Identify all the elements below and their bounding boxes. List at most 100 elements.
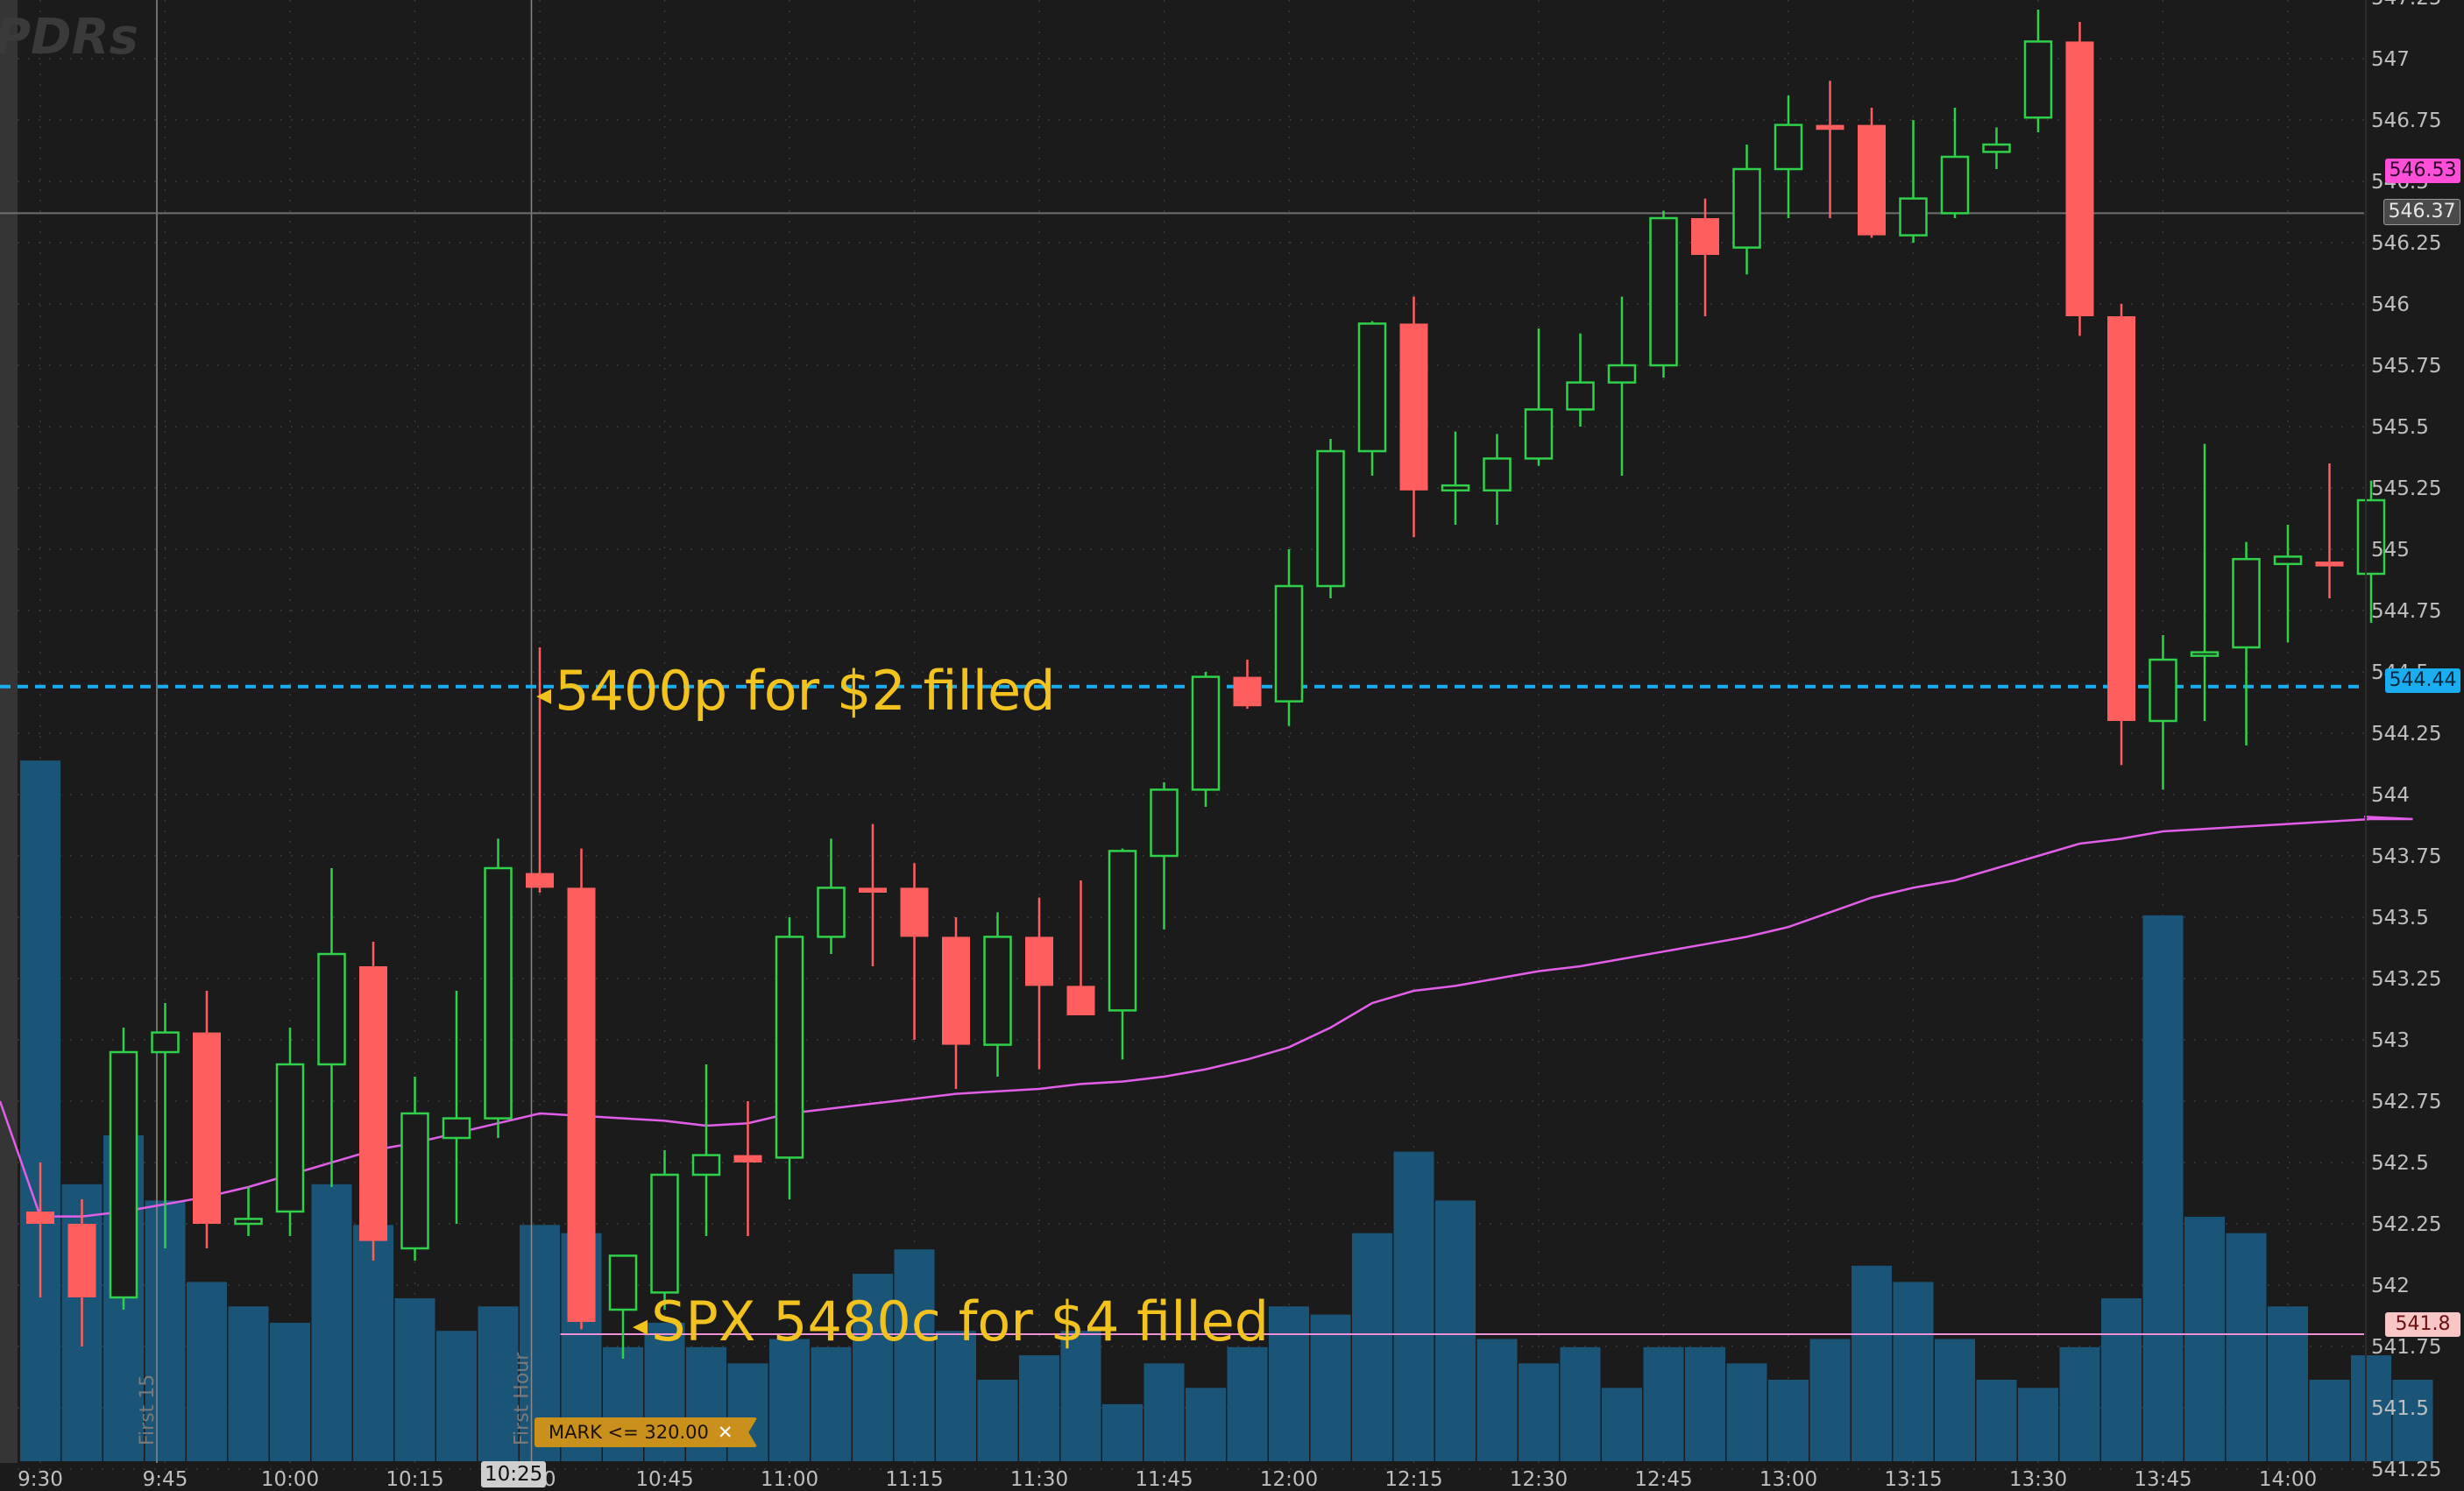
volume-bar [977, 1380, 1018, 1461]
candle-body-down [26, 1212, 54, 1224]
candle-body-down [1858, 124, 1886, 236]
time-tick-label: 13:00 [1759, 1468, 1817, 1491]
candle-body-down [1233, 676, 1262, 707]
put-fill-annotation: 5400p for $2 filled [536, 664, 1055, 718]
price-tick-label: 544.25 [2371, 723, 2441, 746]
volume-bar [1435, 1200, 1476, 1461]
volume-bar [1143, 1363, 1185, 1461]
time-tick-label: 13:30 [2009, 1468, 2067, 1491]
candle-body-down [1025, 936, 1053, 986]
vwap-price-tag: 546.53 [2385, 159, 2460, 183]
time-tick-label: 11:30 [1010, 1468, 1068, 1491]
candle-body-up [2232, 557, 2261, 649]
price-tick-label: 543.75 [2371, 845, 2441, 868]
level-price-tag: 544.44 [2385, 668, 2460, 693]
volume-bar [2268, 1306, 2308, 1461]
candle-body-up [1649, 216, 1678, 367]
candle-body-up [275, 1063, 305, 1213]
price-tick-label: 544 [2371, 784, 2410, 807]
candle-body-up [234, 1218, 263, 1226]
close-icon[interactable]: ✕ [717, 1422, 733, 1443]
candle-body-up [1316, 449, 1345, 588]
candle-body-down [567, 887, 596, 1322]
candle-body-up [1607, 364, 1637, 384]
volume-bar [1269, 1306, 1309, 1461]
volume-bar [1685, 1346, 1725, 1461]
candle-body-down [1816, 124, 1844, 131]
candle-body-up [484, 866, 513, 1120]
time-tick-label: 10:00 [261, 1468, 319, 1491]
price-tick-label: 541.25 [2371, 1459, 2441, 1481]
volume-bar [1602, 1388, 1642, 1461]
candle-body-up [1441, 484, 1470, 492]
candle-body-up [2190, 651, 2220, 657]
candle-body-up [1191, 675, 1221, 791]
volume-bar [1976, 1380, 2017, 1461]
volume-bar [1186, 1388, 1226, 1461]
volume-bar [1643, 1346, 1684, 1461]
time-tick-label: 11:15 [885, 1468, 943, 1491]
candle-body-up [1982, 143, 2011, 153]
volume-bar [187, 1282, 227, 1461]
time-tick-label: 11:00 [761, 1468, 818, 1491]
candle-body-up [1150, 788, 1179, 858]
volume-bar [1560, 1346, 1601, 1461]
candle-body-up [1732, 167, 1761, 249]
candle-body-up [2023, 40, 2053, 119]
volume-bar [2101, 1298, 2142, 1461]
volume-bar [1768, 1380, 1809, 1461]
volume-bar [2018, 1388, 2058, 1461]
price-tick-label: 542.75 [2371, 1091, 2441, 1113]
candle-body-up [1524, 408, 1554, 460]
time-tick-label: 9:30 [18, 1468, 63, 1491]
price-tick-label: 542 [2371, 1275, 2410, 1297]
volume-bar [1809, 1339, 1851, 1461]
left-scroll-strip[interactable] [0, 0, 18, 1463]
candle-body-up [1108, 850, 1137, 1012]
volume-bar [1893, 1282, 1934, 1461]
candle-body-up [983, 936, 1012, 1046]
price-tick-label: 546.75 [2371, 110, 2441, 132]
price-tick-label: 542.25 [2371, 1213, 2441, 1236]
price-tick-label: 545.5 [2371, 416, 2429, 439]
volume-bar [1227, 1346, 1268, 1461]
session-marker-label: First Hour [512, 1352, 534, 1445]
time-tick-label: 12:30 [1510, 1468, 1568, 1491]
time-tick-label: 12:45 [1634, 1468, 1692, 1491]
candle-body-up [817, 887, 846, 938]
price-tick-label: 547.25 [2371, 0, 2441, 10]
volume-bar [20, 760, 60, 1461]
volume-bar [311, 1184, 352, 1461]
candle-body-up [1274, 584, 1304, 703]
time-tick-label: 10:45 [635, 1468, 693, 1491]
candle-body-down [1066, 986, 1095, 1015]
price-tick-label: 546.25 [2371, 232, 2441, 255]
volume-bar [436, 1331, 477, 1461]
volume-bar [1310, 1314, 1351, 1461]
volume-bar [228, 1306, 269, 1461]
time-tick-label: 12:00 [1260, 1468, 1318, 1491]
candle-body-up [608, 1254, 638, 1311]
candle-body-down [2107, 316, 2135, 721]
call-fill-annotation: SPX 5480c for $4 filled [633, 1295, 1269, 1349]
volume-bar [2142, 915, 2184, 1461]
price-tick-label: 545 [2371, 539, 2410, 562]
volume-bar [1019, 1355, 1059, 1461]
volume-bar [2392, 1380, 2433, 1461]
candle-body-up [400, 1112, 429, 1250]
price-tick-label: 543.25 [2371, 968, 2441, 991]
candle-body-up [151, 1031, 180, 1054]
time-tick-label: 13:45 [2134, 1468, 2191, 1491]
candle-body-down [359, 966, 387, 1241]
candle-body-up [317, 952, 346, 1066]
price-alert-badge[interactable]: MARK <= 320.00 ✕ [535, 1417, 758, 1447]
volume-bar [1102, 1403, 1143, 1461]
volume-bar [894, 1249, 935, 1461]
candle-body-up [1566, 381, 1595, 411]
candle-body-down [733, 1155, 762, 1162]
candle-body-down [193, 1032, 221, 1224]
candle-body-down [2065, 41, 2094, 317]
price-tick-label: 543 [2371, 1029, 2410, 1052]
